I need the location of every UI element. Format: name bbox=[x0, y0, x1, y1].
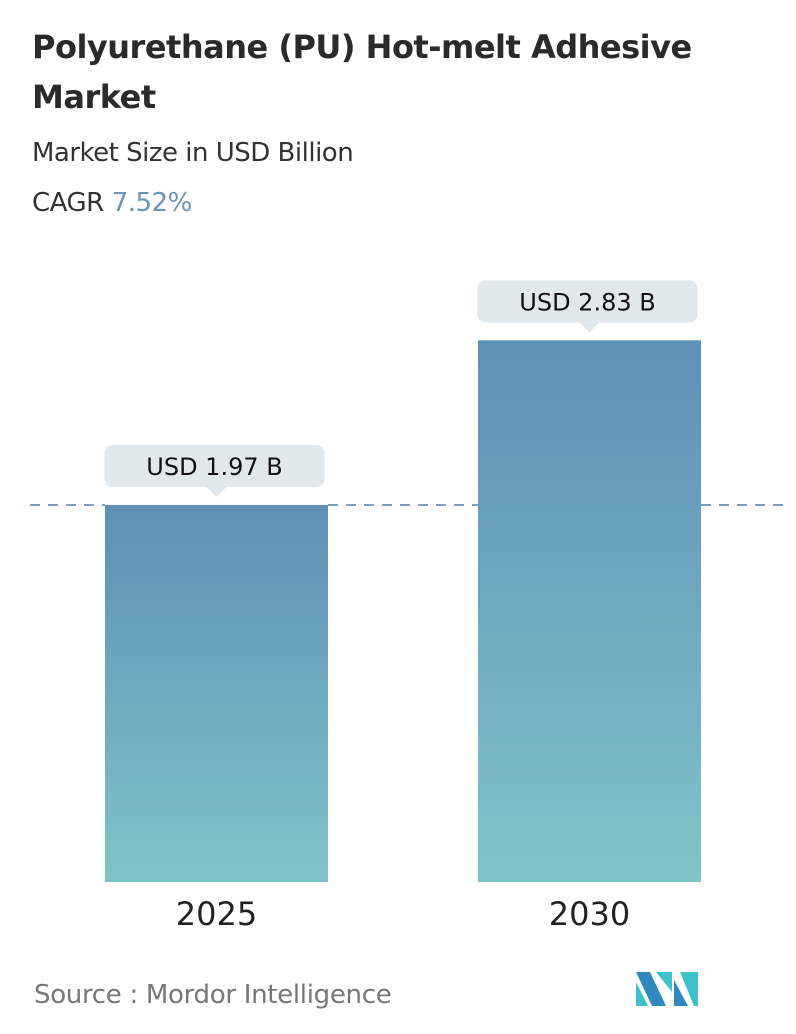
data-label-pointer bbox=[579, 322, 600, 333]
x-tick-label: 2030 bbox=[549, 895, 630, 933]
bar-2030 bbox=[478, 340, 701, 882]
mordor-logo-icon bbox=[636, 972, 698, 1006]
data-label-bubble bbox=[104, 444, 325, 487]
cagr-label: CAGR bbox=[32, 188, 104, 218]
source-note: Source : Mordor Intelligence bbox=[34, 980, 392, 1010]
data-label: USD 2.83 B bbox=[519, 288, 655, 316]
cagr-value: 7.52% bbox=[111, 188, 193, 218]
data-label: USD 1.97 B bbox=[146, 453, 282, 481]
cagr: CAGR 7.52% bbox=[32, 188, 192, 218]
data-label-pointer bbox=[206, 486, 227, 497]
bar-2025 bbox=[105, 504, 328, 882]
chart-subtitle: Market Size in USD Billion bbox=[32, 138, 354, 168]
data-label-bubble bbox=[477, 280, 698, 323]
chart-title: Polyurethane (PU) Hot-melt Adhesive Mark… bbox=[32, 28, 692, 116]
x-tick-label: 2025 bbox=[176, 895, 257, 933]
